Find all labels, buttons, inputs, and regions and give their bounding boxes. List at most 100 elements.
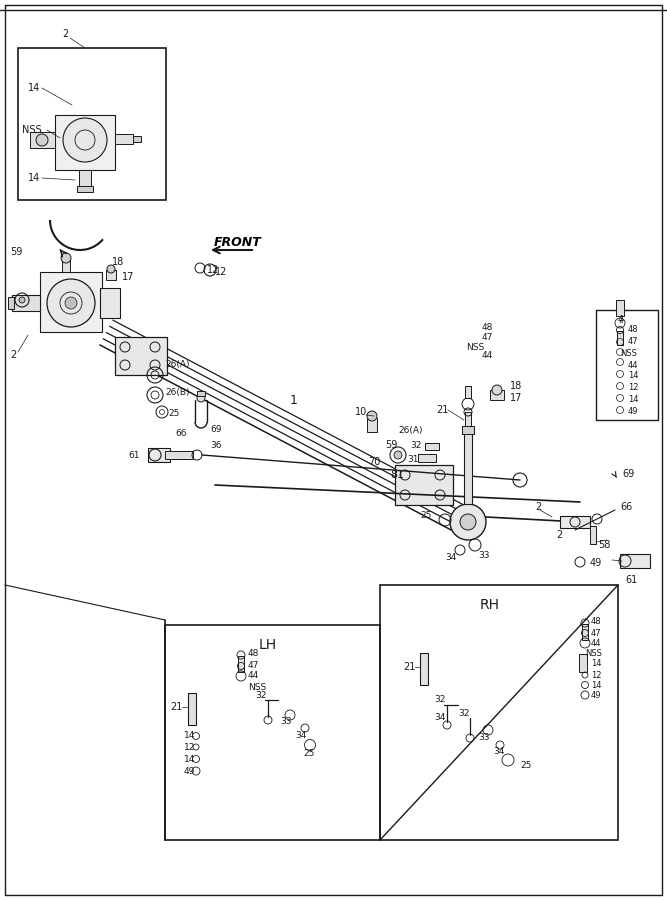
- Text: 49: 49: [628, 407, 638, 416]
- Text: NSS: NSS: [585, 649, 602, 658]
- Text: 32: 32: [255, 690, 266, 699]
- Bar: [148, 448, 170, 462]
- Text: 49: 49: [590, 558, 602, 568]
- Text: 32: 32: [458, 708, 470, 717]
- Bar: [77, 186, 93, 192]
- Text: NSS: NSS: [248, 682, 266, 691]
- Text: 48: 48: [482, 322, 494, 331]
- Circle shape: [19, 297, 25, 303]
- Text: 14: 14: [628, 372, 638, 381]
- Text: 26(A): 26(A): [165, 361, 189, 370]
- Text: 12: 12: [591, 670, 602, 680]
- Bar: [133, 136, 141, 142]
- Bar: [464, 429, 472, 504]
- Text: RH: RH: [480, 598, 500, 612]
- Text: 17: 17: [122, 272, 134, 282]
- Text: 48: 48: [591, 617, 602, 626]
- Text: 44: 44: [248, 671, 259, 680]
- Bar: [465, 412, 471, 426]
- Bar: [590, 526, 596, 544]
- Text: 4: 4: [618, 315, 624, 325]
- Text: 26(A): 26(A): [398, 426, 422, 435]
- Bar: [367, 418, 377, 432]
- Text: 70: 70: [368, 457, 380, 467]
- Text: 25: 25: [168, 409, 179, 418]
- Circle shape: [61, 253, 71, 263]
- Text: 12: 12: [628, 383, 638, 392]
- Text: NSS: NSS: [22, 125, 41, 135]
- Circle shape: [65, 297, 77, 309]
- Bar: [238, 656, 244, 672]
- Text: 33: 33: [478, 733, 490, 742]
- Text: 48: 48: [248, 650, 259, 659]
- Text: 44: 44: [628, 361, 638, 370]
- Circle shape: [197, 394, 205, 402]
- Text: 18: 18: [510, 381, 522, 391]
- Text: 31: 31: [407, 454, 418, 464]
- Bar: [18, 48, 166, 200]
- Bar: [462, 426, 474, 434]
- Circle shape: [492, 385, 502, 395]
- Bar: [8, 297, 14, 309]
- Bar: [418, 454, 436, 462]
- Bar: [40, 272, 102, 332]
- Text: 48: 48: [628, 326, 638, 335]
- Bar: [197, 391, 205, 396]
- Text: 14: 14: [28, 173, 40, 183]
- Text: 47: 47: [628, 338, 638, 346]
- Bar: [106, 270, 116, 280]
- Bar: [596, 310, 658, 420]
- Text: 58: 58: [598, 540, 610, 550]
- Bar: [617, 331, 623, 345]
- Text: 17: 17: [510, 393, 522, 403]
- Bar: [165, 451, 193, 459]
- Bar: [490, 390, 504, 400]
- Circle shape: [460, 514, 476, 530]
- Text: 34: 34: [295, 731, 306, 740]
- Text: 36: 36: [210, 440, 221, 449]
- Text: 25: 25: [303, 749, 314, 758]
- Text: 69: 69: [622, 469, 634, 479]
- Bar: [30, 132, 55, 148]
- Text: 14: 14: [184, 754, 195, 763]
- Bar: [420, 653, 428, 685]
- Circle shape: [367, 411, 377, 421]
- Text: 2: 2: [62, 29, 68, 39]
- Text: 47: 47: [482, 334, 494, 343]
- Text: 61: 61: [625, 575, 637, 585]
- Text: 69: 69: [210, 426, 221, 435]
- Text: LH: LH: [259, 638, 277, 652]
- Text: 2: 2: [10, 350, 16, 360]
- Text: 2: 2: [535, 502, 541, 512]
- Text: 21: 21: [436, 405, 448, 415]
- Text: 26(B): 26(B): [165, 388, 189, 397]
- Text: 34: 34: [445, 553, 456, 562]
- Circle shape: [63, 118, 107, 162]
- Text: 14: 14: [184, 732, 195, 741]
- Bar: [582, 624, 588, 640]
- Text: NSS: NSS: [466, 344, 484, 353]
- Bar: [395, 465, 453, 505]
- Text: 14: 14: [628, 395, 638, 404]
- Text: 32: 32: [410, 440, 422, 449]
- Circle shape: [107, 265, 115, 273]
- Bar: [380, 585, 618, 840]
- Text: 66: 66: [620, 502, 632, 512]
- Text: 25: 25: [520, 760, 532, 770]
- Bar: [560, 516, 590, 528]
- Text: 81: 81: [390, 470, 404, 480]
- Bar: [620, 554, 650, 568]
- Text: 66: 66: [175, 428, 187, 437]
- Text: 14: 14: [591, 660, 602, 669]
- Text: 12: 12: [215, 267, 227, 277]
- Text: 32: 32: [434, 696, 446, 705]
- Text: 21: 21: [403, 662, 416, 672]
- Text: 44: 44: [591, 638, 602, 647]
- Bar: [465, 386, 471, 398]
- Text: 47: 47: [248, 662, 259, 670]
- Text: 18: 18: [112, 257, 124, 267]
- Bar: [579, 654, 587, 672]
- Text: 33: 33: [280, 717, 291, 726]
- Bar: [165, 625, 380, 840]
- Text: 14: 14: [591, 680, 602, 689]
